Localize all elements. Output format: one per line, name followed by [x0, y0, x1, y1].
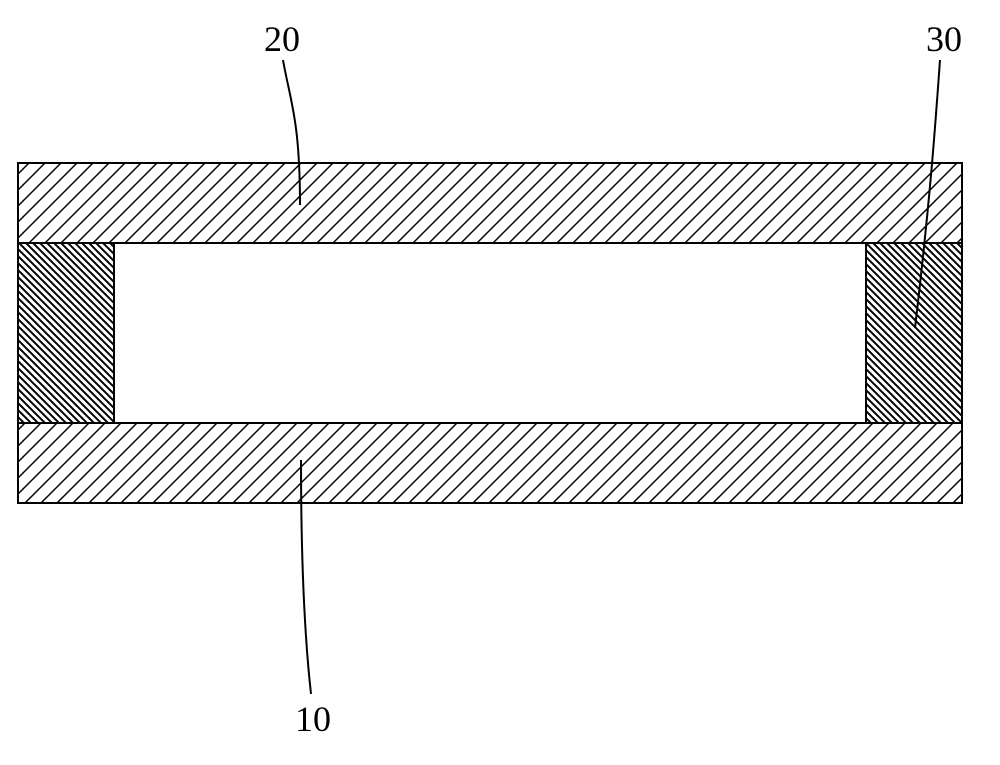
- bottom-layer: [18, 423, 962, 503]
- label-30: 30: [926, 18, 962, 60]
- top-layer: [18, 163, 962, 243]
- side-left: [18, 243, 114, 423]
- cross-section-diagram: [0, 0, 1000, 765]
- side-right: [866, 243, 962, 423]
- cavity: [114, 243, 866, 423]
- label-20: 20: [264, 18, 300, 60]
- label-10: 10: [295, 698, 331, 740]
